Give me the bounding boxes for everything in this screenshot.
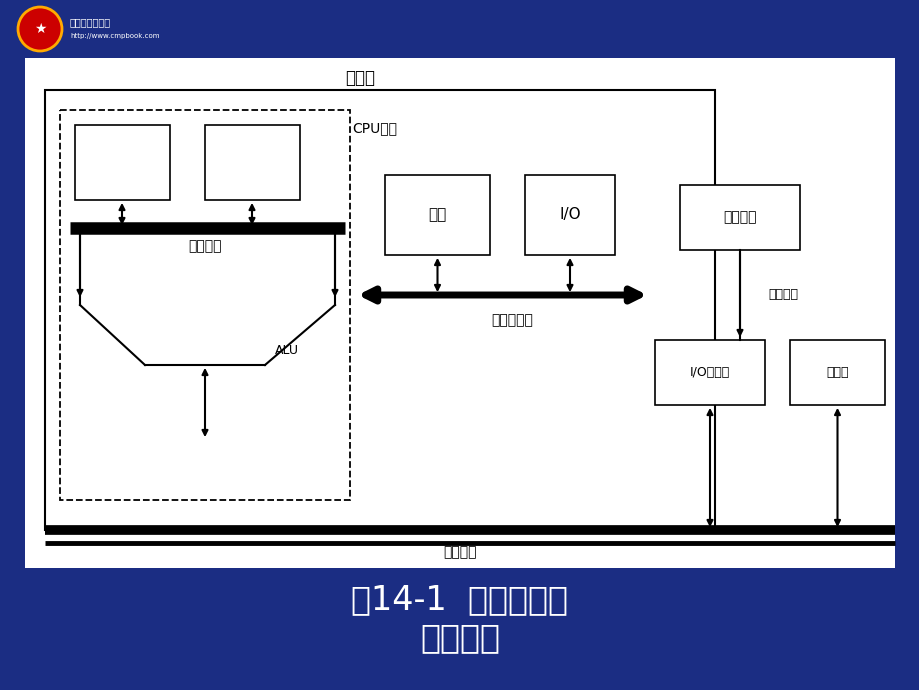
Bar xyxy=(205,125,300,200)
Bar xyxy=(654,340,765,405)
Text: 机械工业出版社: 机械工业出版社 xyxy=(70,17,111,27)
Bar xyxy=(25,58,894,568)
Text: ALU: ALU xyxy=(275,344,299,357)
Circle shape xyxy=(18,7,62,51)
Bar xyxy=(679,185,800,250)
Text: CPU芯片: CPU芯片 xyxy=(352,121,397,135)
Text: 元件级总线: 元件级总线 xyxy=(491,313,533,327)
Bar xyxy=(45,90,714,530)
Text: ★: ★ xyxy=(34,22,46,36)
Bar xyxy=(0,568,919,690)
Bar xyxy=(60,110,349,500)
Text: 系统总线: 系统总线 xyxy=(443,545,476,559)
Text: 存储板: 存储板 xyxy=(825,366,848,379)
Bar xyxy=(75,125,170,200)
Bar xyxy=(525,175,614,255)
Text: http://www.cmpbook.com: http://www.cmpbook.com xyxy=(70,33,159,39)
Bar xyxy=(789,340,884,405)
Text: 外部设备: 外部设备 xyxy=(722,210,756,224)
Text: 图14-1  微机各级总: 图14-1 微机各级总 xyxy=(351,584,568,616)
Text: 内存: 内存 xyxy=(428,208,446,222)
Bar xyxy=(0,0,919,58)
Text: 片内总线: 片内总线 xyxy=(188,239,221,253)
Bar xyxy=(384,175,490,255)
Text: I/O接口板: I/O接口板 xyxy=(689,366,730,379)
Text: 主机板: 主机板 xyxy=(345,69,375,87)
Text: 线示意图: 线示意图 xyxy=(420,622,499,655)
Text: I/O: I/O xyxy=(559,208,580,222)
Text: 通信总线: 通信总线 xyxy=(767,288,797,302)
